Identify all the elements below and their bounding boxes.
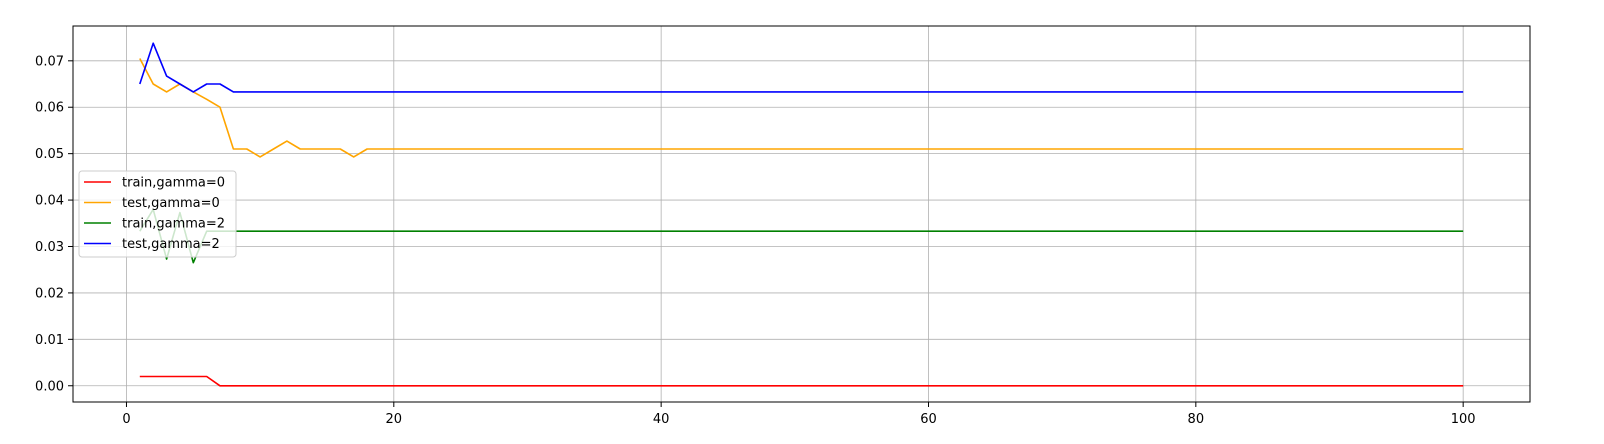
series-lines bbox=[139, 42, 1464, 387]
y-tick-label: 0.07 bbox=[35, 54, 64, 69]
y-axis: 0.00 0.01 0.02 0.03 0.04 0.05 0.06 0.07 bbox=[35, 54, 73, 394]
y-tick-label: 0.06 bbox=[35, 101, 64, 116]
y-tick-label: 0.02 bbox=[35, 286, 64, 301]
x-tick-label: 100 bbox=[1451, 412, 1476, 427]
series-line-0 bbox=[139, 375, 1464, 387]
legend-label: train,gamma=0 bbox=[122, 176, 225, 191]
x-tick-label: 80 bbox=[1188, 412, 1205, 427]
series-line-2 bbox=[139, 208, 1464, 264]
grid bbox=[73, 26, 1530, 402]
legend-label: test,gamma=0 bbox=[122, 196, 220, 211]
plot-frame bbox=[72, 25, 1531, 403]
legend-label: train,gamma=2 bbox=[122, 217, 225, 232]
x-tick-label: 20 bbox=[386, 412, 403, 427]
legend-box bbox=[78, 170, 237, 258]
y-tick-label: 0.03 bbox=[35, 240, 64, 255]
x-axis: 0 20 40 60 80 100 bbox=[122, 402, 1476, 427]
legend: train,gamma=0 test,gamma=0 train,gamma=2 te… bbox=[78, 170, 237, 258]
x-tick-label: 40 bbox=[653, 412, 670, 427]
legend-label: test,gamma=2 bbox=[122, 237, 220, 252]
series-line-3 bbox=[139, 42, 1464, 93]
x-tick-label: 0 bbox=[122, 412, 130, 427]
y-tick-label: 0.00 bbox=[35, 379, 64, 394]
y-tick-label: 0.05 bbox=[35, 147, 64, 162]
x-tick-label: 60 bbox=[920, 412, 937, 427]
y-tick-label: 0.01 bbox=[35, 333, 64, 348]
y-tick-label: 0.04 bbox=[35, 194, 64, 209]
series-line-1 bbox=[139, 58, 1464, 158]
